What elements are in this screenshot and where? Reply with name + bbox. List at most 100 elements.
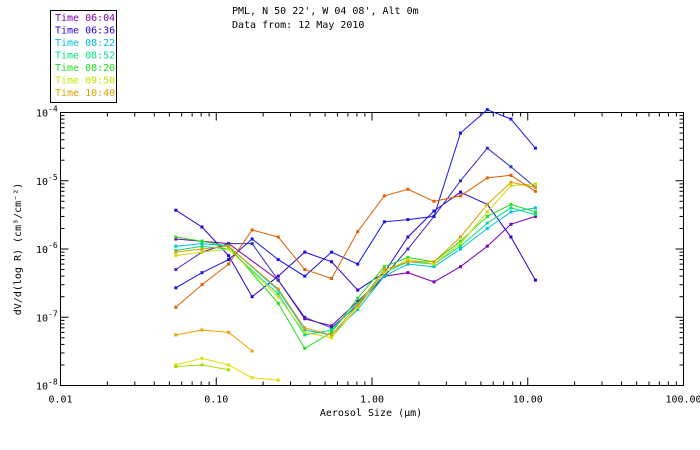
y-tick-label: 10-4 bbox=[36, 105, 58, 120]
y-axis-label: dV/d(log R) (cm³/cm⁻²) bbox=[13, 183, 24, 315]
series-group bbox=[174, 108, 537, 382]
x-tick-label: 1.00 bbox=[360, 395, 384, 406]
data-point bbox=[485, 226, 489, 230]
data-point bbox=[227, 368, 231, 372]
data-point bbox=[303, 268, 307, 272]
chart-title-location: PML, N 50 22', W 04 08', Alt 0m bbox=[232, 6, 419, 17]
data-point bbox=[330, 333, 334, 337]
data-point bbox=[356, 307, 360, 311]
data-point bbox=[174, 208, 178, 212]
series-line bbox=[175, 207, 536, 336]
data-point bbox=[276, 258, 280, 262]
data-point bbox=[303, 333, 307, 337]
series-line bbox=[175, 207, 536, 336]
x-tick-label: 100.00 bbox=[665, 395, 700, 406]
data-point bbox=[276, 378, 280, 382]
data-point bbox=[303, 346, 307, 350]
data-point bbox=[509, 206, 513, 210]
data-point bbox=[406, 187, 410, 191]
data-point bbox=[485, 210, 489, 214]
data-point bbox=[406, 256, 410, 260]
data-point bbox=[509, 117, 513, 121]
data-point bbox=[533, 213, 537, 217]
series bbox=[174, 108, 537, 290]
data-point bbox=[174, 254, 178, 258]
series bbox=[174, 328, 254, 353]
data-point bbox=[406, 271, 410, 275]
data-point bbox=[227, 330, 231, 334]
data-point bbox=[303, 326, 307, 330]
data-point bbox=[200, 363, 204, 367]
data-point bbox=[509, 222, 513, 226]
series-line bbox=[175, 183, 536, 339]
legend-entry: Time 09:50 bbox=[55, 76, 115, 87]
legend-entry: Time 10:40 bbox=[55, 88, 115, 99]
y-tick-label: 10-8 bbox=[36, 378, 58, 393]
series bbox=[174, 146, 537, 330]
data-point bbox=[485, 146, 489, 150]
data-point bbox=[509, 165, 513, 169]
data-point bbox=[458, 239, 462, 243]
series bbox=[174, 182, 537, 340]
data-point bbox=[406, 260, 410, 264]
data-point bbox=[227, 262, 231, 266]
data-point bbox=[330, 260, 334, 264]
data-point bbox=[458, 131, 462, 135]
data-point bbox=[276, 235, 280, 239]
legend-box bbox=[50, 10, 117, 103]
data-point bbox=[174, 286, 178, 290]
data-point bbox=[458, 244, 462, 248]
data-point bbox=[509, 235, 513, 239]
data-point bbox=[227, 363, 231, 367]
data-point bbox=[509, 184, 513, 188]
data-point bbox=[533, 278, 537, 282]
data-point bbox=[356, 305, 360, 309]
data-point bbox=[276, 287, 280, 291]
data-point bbox=[227, 242, 231, 246]
data-point bbox=[432, 209, 436, 213]
data-point bbox=[174, 305, 178, 309]
data-point bbox=[406, 235, 410, 239]
data-point bbox=[382, 265, 386, 269]
y-tick-label: 10-6 bbox=[36, 241, 58, 256]
data-point bbox=[533, 189, 537, 193]
data-point bbox=[356, 303, 360, 307]
data-point bbox=[458, 190, 462, 194]
data-point bbox=[382, 220, 386, 224]
data-point bbox=[432, 260, 436, 264]
data-point bbox=[432, 265, 436, 269]
data-point bbox=[303, 250, 307, 254]
data-point bbox=[458, 242, 462, 246]
data-point bbox=[276, 295, 280, 299]
data-point bbox=[533, 206, 537, 210]
data-point bbox=[200, 247, 204, 251]
data-point bbox=[533, 185, 537, 189]
x-axis-label: Aerosol Size (µm) bbox=[320, 408, 422, 419]
data-point bbox=[485, 108, 489, 112]
data-point bbox=[174, 237, 178, 241]
series bbox=[174, 356, 280, 382]
data-point bbox=[303, 315, 307, 319]
data-point bbox=[432, 262, 436, 266]
data-point bbox=[174, 268, 178, 272]
data-point bbox=[250, 349, 254, 353]
data-point bbox=[303, 328, 307, 332]
data-point bbox=[200, 271, 204, 275]
data-point bbox=[485, 214, 489, 218]
data-point bbox=[276, 301, 280, 305]
series bbox=[174, 206, 537, 337]
data-point bbox=[356, 288, 360, 292]
data-point bbox=[533, 182, 537, 186]
y-tick-label: 10-7 bbox=[36, 309, 58, 324]
x-tick-label: 0.10 bbox=[204, 395, 228, 406]
data-point bbox=[509, 210, 513, 214]
series-line bbox=[175, 181, 536, 336]
data-point bbox=[432, 280, 436, 284]
series-line bbox=[175, 203, 536, 350]
data-point bbox=[382, 274, 386, 278]
data-point bbox=[174, 244, 178, 248]
series bbox=[174, 173, 537, 309]
data-point bbox=[485, 244, 489, 248]
data-point bbox=[250, 242, 254, 246]
